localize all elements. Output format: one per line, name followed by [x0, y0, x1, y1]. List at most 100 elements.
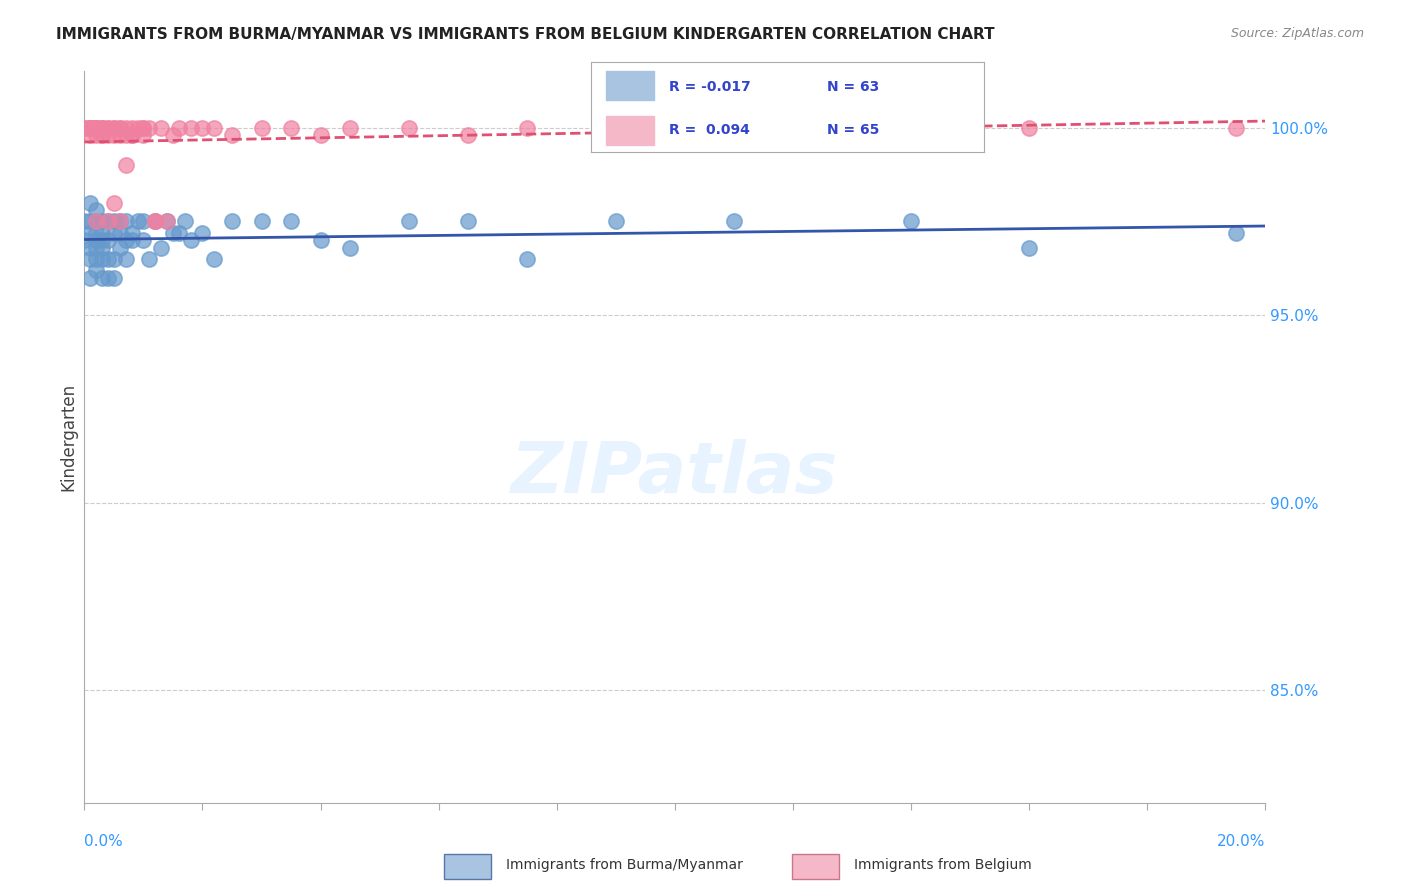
Point: [250, 214, 273, 228]
Point: [138, 120, 160, 135]
Point: [723, 120, 745, 135]
Point: [91, 226, 114, 240]
Point: [114, 120, 136, 135]
Text: Immigrants from Belgium: Immigrants from Belgium: [855, 858, 1032, 872]
Point: [91, 214, 114, 228]
Point: [97, 120, 120, 135]
Point: [103, 270, 125, 285]
Point: [97, 120, 120, 135]
Point: [173, 214, 195, 228]
Point: [108, 226, 131, 240]
Point: [221, 214, 243, 228]
Point: [84, 226, 107, 240]
Point: [1018, 241, 1040, 255]
Point: [91, 270, 114, 285]
Point: [84, 120, 107, 135]
Text: Immigrants from Burma/Myanmar: Immigrants from Burma/Myanmar: [506, 858, 742, 872]
Point: [97, 233, 120, 247]
FancyBboxPatch shape: [793, 855, 838, 879]
Point: [398, 120, 420, 135]
Point: [280, 120, 302, 135]
Point: [457, 214, 479, 228]
Point: [91, 120, 114, 135]
Text: ZIPatlas: ZIPatlas: [512, 439, 838, 508]
Point: [280, 214, 302, 228]
Point: [73, 214, 96, 228]
Point: [79, 120, 101, 135]
Point: [79, 120, 101, 135]
Point: [1018, 120, 1040, 135]
Point: [79, 214, 101, 228]
Point: [108, 214, 131, 228]
Point: [309, 128, 332, 142]
Point: [84, 120, 107, 135]
Point: [79, 195, 101, 210]
Point: [1225, 226, 1247, 240]
Point: [97, 270, 120, 285]
Point: [516, 120, 538, 135]
Point: [180, 233, 202, 247]
Point: [150, 120, 173, 135]
Point: [103, 120, 125, 135]
Point: [398, 214, 420, 228]
Point: [73, 120, 96, 135]
Point: [108, 120, 131, 135]
Text: IMMIGRANTS FROM BURMA/MYANMAR VS IMMIGRANTS FROM BELGIUM KINDERGARTEN CORRELATIO: IMMIGRANTS FROM BURMA/MYANMAR VS IMMIGRA…: [56, 27, 995, 42]
FancyBboxPatch shape: [444, 855, 491, 879]
Point: [91, 120, 114, 135]
Point: [143, 214, 166, 228]
Point: [900, 120, 922, 135]
Point: [91, 128, 114, 142]
Point: [103, 120, 125, 135]
Point: [91, 120, 114, 135]
Point: [114, 233, 136, 247]
Text: N = 65: N = 65: [827, 123, 879, 137]
Point: [97, 128, 120, 142]
Point: [138, 252, 160, 266]
Point: [121, 128, 143, 142]
Point: [121, 226, 143, 240]
Point: [108, 120, 131, 135]
Point: [73, 233, 96, 247]
Point: [79, 128, 101, 142]
Point: [132, 214, 155, 228]
Point: [97, 214, 120, 228]
Point: [91, 128, 114, 142]
Point: [114, 252, 136, 266]
Point: [121, 128, 143, 142]
Text: 0.0%: 0.0%: [84, 834, 124, 849]
Point: [143, 214, 166, 228]
Point: [103, 214, 125, 228]
Point: [221, 128, 243, 142]
Point: [150, 241, 173, 255]
Point: [79, 241, 101, 255]
Point: [114, 214, 136, 228]
Text: R = -0.017: R = -0.017: [669, 80, 751, 95]
Point: [84, 214, 107, 228]
Point: [156, 214, 179, 228]
Point: [457, 128, 479, 142]
Point: [121, 233, 143, 247]
Point: [108, 241, 131, 255]
Point: [84, 263, 107, 277]
Point: [79, 120, 101, 135]
Point: [191, 226, 214, 240]
Point: [79, 120, 101, 135]
Text: N = 63: N = 63: [827, 80, 879, 95]
Point: [156, 214, 179, 228]
Point: [97, 214, 120, 228]
Point: [103, 226, 125, 240]
Point: [84, 128, 107, 142]
Point: [84, 120, 107, 135]
Point: [132, 120, 155, 135]
Point: [79, 270, 101, 285]
Point: [900, 214, 922, 228]
Point: [79, 226, 101, 240]
Point: [202, 252, 225, 266]
Point: [250, 120, 273, 135]
Point: [723, 214, 745, 228]
Point: [143, 214, 166, 228]
Text: R =  0.094: R = 0.094: [669, 123, 751, 137]
Point: [108, 128, 131, 142]
Point: [132, 128, 155, 142]
